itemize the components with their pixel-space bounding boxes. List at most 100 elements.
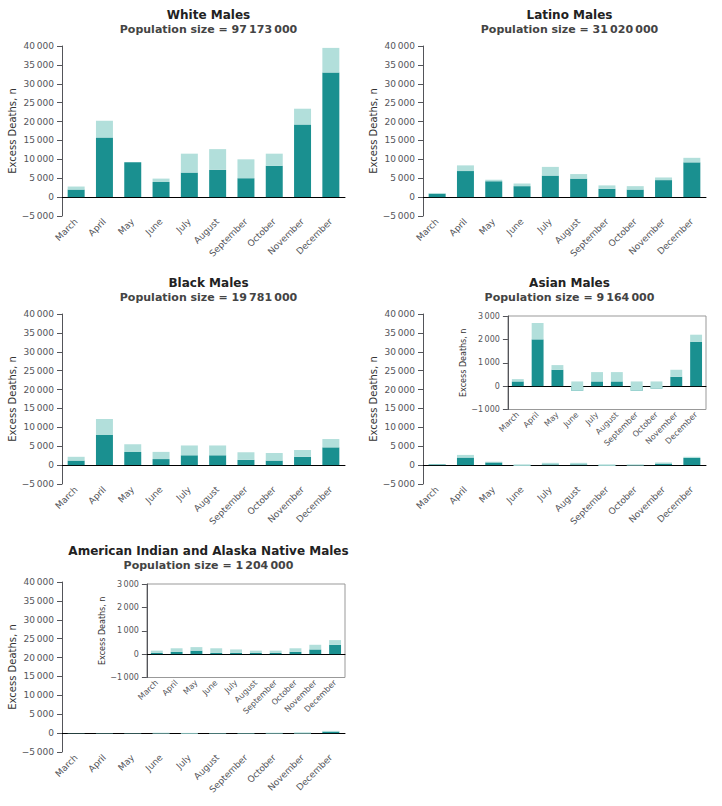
svg-text:Population size = 31 020 000: Population size = 31 020 000 (481, 23, 659, 36)
svg-text:April: April (447, 484, 469, 506)
svg-text:15 000: 15 000 (24, 403, 55, 413)
svg-text:March: March (414, 484, 440, 510)
svg-text:−5 000: −5 000 (383, 211, 416, 221)
svg-text:March: March (414, 216, 440, 242)
svg-text:May: May (477, 484, 498, 505)
svg-text:15 000: 15 000 (385, 135, 416, 145)
svg-text:April: April (86, 484, 108, 506)
svg-text:Population size = 9 164 000: Population size = 9 164 000 (485, 291, 655, 304)
svg-text:5 000: 5 000 (390, 173, 415, 183)
svg-text:20 000: 20 000 (385, 385, 416, 395)
svg-text:June: June (200, 678, 219, 697)
svg-text:Excess Deaths, n: Excess Deaths, n (7, 624, 18, 709)
svg-text:American Indian and Alaska Nat: American Indian and Alaska Native Males (68, 544, 348, 558)
svg-text:30 000: 30 000 (24, 615, 55, 625)
svg-text:35 000: 35 000 (24, 596, 55, 606)
svg-text:July: July (174, 216, 194, 236)
svg-text:0: 0 (495, 382, 500, 391)
svg-text:30 000: 30 000 (385, 347, 416, 357)
svg-text:June: June (504, 484, 526, 506)
svg-text:30 000: 30 000 (385, 79, 416, 89)
svg-text:35 000: 35 000 (385, 328, 416, 338)
svg-text:25 000: 25 000 (24, 98, 55, 108)
svg-text:Latino Males: Latino Males (527, 8, 613, 22)
svg-text:Excess Deaths, n: Excess Deaths, n (7, 88, 18, 173)
svg-text:−5 000: −5 000 (22, 211, 55, 221)
svg-text:September: September (207, 484, 249, 526)
svg-text:5 000: 5 000 (29, 709, 54, 719)
svg-text:December: December (294, 216, 334, 256)
svg-text:June: June (561, 410, 580, 429)
svg-text:10 000: 10 000 (385, 154, 416, 164)
svg-text:0: 0 (48, 460, 54, 470)
svg-text:Black Males: Black Males (168, 276, 248, 290)
svg-text:May: May (116, 216, 137, 237)
svg-text:September: September (568, 216, 610, 258)
svg-text:25 000: 25 000 (24, 634, 55, 644)
svg-text:0: 0 (134, 650, 139, 659)
svg-text:December: December (655, 484, 695, 524)
svg-text:Excess Deaths, n: Excess Deaths, n (368, 356, 379, 441)
svg-text:3 000: 3 000 (478, 312, 500, 321)
svg-text:December: December (655, 216, 695, 256)
svg-text:July: July (535, 484, 555, 504)
svg-text:30 000: 30 000 (24, 79, 55, 89)
svg-text:July: July (535, 216, 555, 236)
svg-text:1 000: 1 000 (117, 626, 139, 635)
svg-text:April: April (522, 410, 541, 429)
svg-text:2 000: 2 000 (117, 603, 139, 612)
svg-text:Population size = 1 204 000: Population size = 1 204 000 (124, 559, 294, 572)
svg-text:0: 0 (48, 728, 54, 738)
svg-text:3 000: 3 000 (117, 580, 139, 589)
svg-text:December: December (664, 410, 700, 446)
svg-text:0: 0 (409, 460, 415, 470)
svg-text:April: April (161, 678, 180, 697)
svg-text:December: December (294, 752, 334, 792)
svg-text:15 000: 15 000 (24, 671, 55, 681)
svg-text:20 000: 20 000 (24, 385, 55, 395)
svg-text:−5 000: −5 000 (22, 747, 55, 757)
svg-text:40 000: 40 000 (24, 41, 55, 51)
svg-text:June: June (143, 216, 165, 238)
svg-text:Asian Males: Asian Males (529, 276, 610, 290)
svg-text:40 000: 40 000 (385, 41, 416, 51)
svg-text:1 000: 1 000 (478, 358, 500, 367)
svg-text:20 000: 20 000 (385, 117, 416, 127)
svg-text:Excess Deaths, n: Excess Deaths, n (368, 88, 379, 173)
svg-text:December: December (303, 678, 339, 714)
svg-text:May: May (182, 678, 200, 696)
svg-text:25 000: 25 000 (385, 98, 416, 108)
svg-text:5 000: 5 000 (390, 441, 415, 451)
svg-text:−1 000: −1 000 (110, 673, 139, 682)
svg-text:10 000: 10 000 (24, 422, 55, 432)
svg-text:May: May (116, 484, 137, 505)
svg-text:April: April (447, 216, 469, 238)
svg-text:40 000: 40 000 (24, 309, 55, 319)
svg-text:5 000: 5 000 (29, 441, 54, 451)
svg-text:10 000: 10 000 (24, 154, 55, 164)
svg-text:35 000: 35 000 (385, 60, 416, 70)
svg-text:March: March (53, 484, 79, 510)
svg-text:July: July (174, 484, 194, 504)
svg-text:Excess Deaths, n: Excess Deaths, n (7, 356, 18, 441)
svg-text:April: April (86, 216, 108, 238)
svg-text:35 000: 35 000 (24, 328, 55, 338)
svg-text:September: September (568, 484, 610, 526)
svg-text:10 000: 10 000 (385, 422, 416, 432)
svg-text:20 000: 20 000 (24, 117, 55, 127)
svg-text:40 000: 40 000 (24, 577, 55, 587)
svg-text:−5 000: −5 000 (22, 479, 55, 489)
svg-text:March: March (497, 410, 521, 434)
svg-text:September: September (207, 216, 249, 258)
svg-text:April: April (86, 752, 108, 774)
svg-text:May: May (543, 410, 561, 428)
svg-text:25 000: 25 000 (385, 366, 416, 376)
svg-text:Excess Deaths, n: Excess Deaths, n (459, 329, 468, 397)
svg-text:−5 000: −5 000 (383, 479, 416, 489)
svg-text:June: June (143, 752, 165, 774)
svg-text:June: June (504, 216, 526, 238)
svg-text:10 000: 10 000 (24, 690, 55, 700)
svg-text:September: September (207, 752, 249, 794)
svg-text:2 000: 2 000 (478, 335, 500, 344)
svg-text:15 000: 15 000 (24, 135, 55, 145)
